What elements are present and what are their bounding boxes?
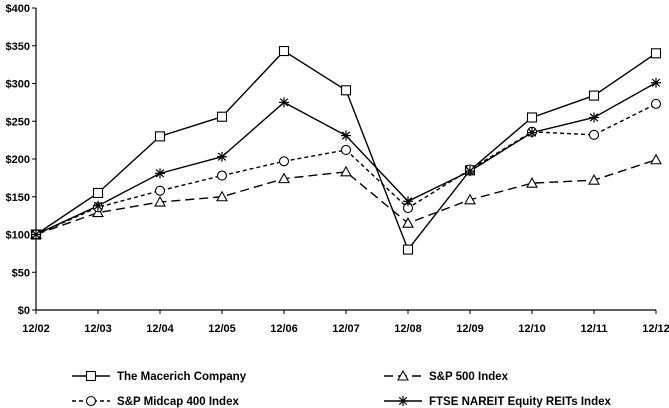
marker-asterisk [398,396,408,406]
marker-square [340,85,352,96]
marker-triangle [397,369,409,381]
y-tick-label: $400 [6,3,30,15]
y-tick-label: $350 [6,41,30,53]
x-tick-label: 12/03 [84,323,112,335]
legend-label: The Macerich Company [117,371,247,383]
marker-triangle [340,165,352,177]
x-tick-label: 12/12 [642,323,669,335]
marker-square [526,112,538,123]
marker-circle [650,98,662,109]
series-markers-2 [30,98,662,240]
series-markers-1 [30,153,662,240]
marker-square [588,90,600,101]
marker-square [402,244,414,255]
marker-circle [340,144,352,155]
y-tick-label: $200 [6,154,30,166]
y-tick-label: $250 [6,116,30,128]
marker-triangle [216,190,228,202]
marker-asterisk [465,166,475,177]
y-tick-label: $100 [6,230,30,242]
x-tick-label: 12/05 [208,323,236,335]
series-lines [30,45,662,255]
legend-label: S&P 500 Index [429,371,509,383]
marker-square [154,131,166,142]
legend-label: S&P Midcap 400 Index [117,396,239,408]
legend: The Macerich Company S&P 500 Index S&P Mid… [72,369,611,408]
marker-asterisk [651,77,661,88]
marker-asterisk [93,200,103,211]
x-tick-label: 12/09 [456,323,484,335]
chart-axes [35,8,656,311]
marker-asterisk [217,151,227,162]
marker-triangle [588,174,600,185]
series-line-1 [35,159,657,236]
legend-item-2: S&P Midcap 400 Index [72,395,239,408]
marker-circle [216,170,228,181]
y-tick-label: $50 [12,267,30,279]
marker-asterisk [31,229,41,240]
marker-triangle [650,153,662,165]
marker-asterisk [403,196,413,207]
marker-triangle [402,217,414,228]
y-tick-label: $150 [6,192,30,204]
series-line-3 [35,82,657,236]
x-tick-label: 12/04 [146,323,174,335]
marker-asterisk [155,168,165,179]
marker-asterisk [527,127,537,138]
y-tick-label: $0 [18,305,30,317]
x-tick-label: 12/06 [270,323,298,335]
x-tick-label: 12/11 [581,323,608,335]
axis-ticks: $0 $50 $100 $150 $200 $250 $300 $350 $400 12/02 12… [6,3,669,335]
marker-asterisk [589,112,599,123]
marker-triangle [526,177,538,188]
marker-square [216,111,228,122]
x-tick-label: 12/07 [332,323,360,335]
legend-label: FTSE NAREIT Equity REITs Index [429,396,611,408]
marker-square [650,48,662,59]
legend-item-3: FTSE NAREIT Equity REITs Index [384,396,611,408]
marker-asterisk [279,97,289,108]
y-tick-label: $300 [6,79,30,91]
x-tick-label: 12/08 [394,323,422,335]
marker-triangle [464,193,476,205]
x-tick-label: 12/10 [518,323,546,335]
marker-circle [154,185,166,196]
marker-square [278,45,290,57]
marker-asterisk [341,130,351,141]
legend-item-1: S&P 500 Index [384,369,509,383]
marker-triangle [278,172,290,184]
x-tick-label: 12/02 [22,323,50,335]
series-markers-3 [31,77,661,240]
marker-square [92,187,104,199]
marker-square [85,370,97,382]
legend-item-0: The Macerich Company [72,370,247,383]
marker-circle [85,395,97,407]
marker-circle [278,156,290,167]
marker-triangle [154,195,166,207]
marker-circle [588,129,600,140]
